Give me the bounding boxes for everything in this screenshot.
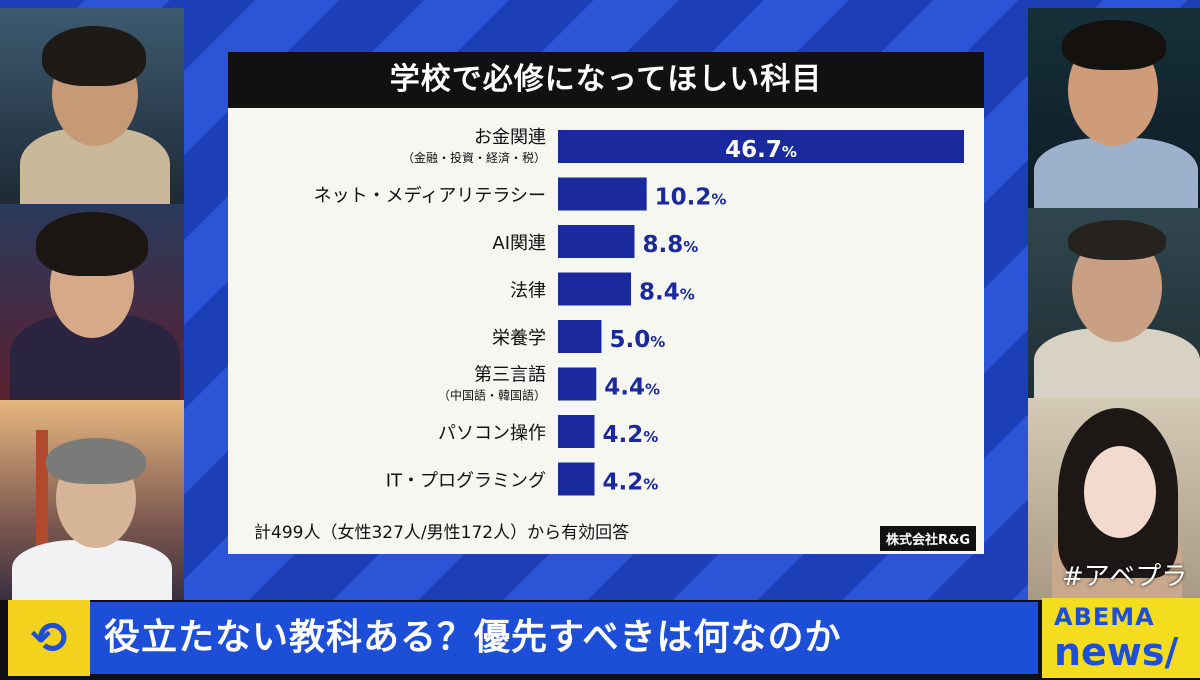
bar-1	[558, 130, 964, 163]
brand-logo: ABEMA news/	[1042, 598, 1200, 678]
bar-2	[558, 177, 647, 211]
hashtag-label: #アベプラ	[1062, 562, 1188, 592]
refresh-arrows-icon: ⟲	[8, 600, 90, 676]
value-unit-2: %	[711, 191, 726, 209]
bar-chart: お金関連（金融・投資・経済・税） 46.7%ネット・メディアリテラシー 10.2%A…	[314, 127, 964, 496]
category-label-3: AI関連	[492, 233, 546, 254]
value-unit-1: %	[782, 143, 797, 161]
value-unit-3: %	[683, 238, 698, 256]
value-unit-7: %	[643, 428, 658, 446]
value-unit-5: %	[650, 333, 665, 351]
chart-footnote: 計499人（女性327人/男性172人）から有効回答	[254, 523, 630, 543]
value-unit-4: %	[680, 286, 695, 304]
value-unit-8: %	[643, 476, 658, 494]
category-label-2: ネット・メディアリテラシー	[314, 186, 546, 207]
host-video-2	[1028, 208, 1200, 398]
category-label-1: お金関連	[474, 127, 546, 148]
category-label-5: 栄養学	[492, 328, 546, 349]
bar-4	[558, 272, 632, 306]
value-label-2: 10.2%	[655, 185, 727, 211]
category-label-6: 第三言語	[474, 365, 546, 386]
value-label-8: 4.2%	[603, 470, 659, 496]
category-label-4: 法律	[510, 281, 546, 302]
category-label-7: パソコン操作	[438, 423, 546, 444]
source-credit: 株式会社R&G	[879, 526, 976, 551]
value-label-5: 5.0%	[609, 327, 665, 353]
bar-6	[558, 367, 597, 401]
category-label-8: IT・プログラミング	[386, 471, 546, 492]
bar-7	[558, 415, 595, 448]
brand-line-2: news/	[1054, 630, 1179, 674]
host-video-3	[1028, 398, 1200, 600]
bar-8	[558, 462, 595, 496]
value-label-4: 8.4%	[639, 280, 695, 306]
category-sublabel-6: （中国語・韓国語）	[438, 388, 546, 403]
guest-video-2	[0, 204, 184, 400]
category-sublabel-1: （金融・投資・経済・税）	[402, 150, 546, 165]
value-label-6: 4.4%	[604, 375, 660, 401]
value-unit-6: %	[645, 381, 660, 399]
chart-card: 学校で必修になってほしい科目 お金関連 （金融・投資・経済・税） 46.7% ネット・…	[228, 52, 984, 554]
brand-line-1: ABEMA	[1054, 603, 1155, 631]
value-label-7: 4.2%	[603, 422, 659, 448]
chart-title: 学校で必修になってほしい科目	[228, 52, 984, 108]
guest-video-3	[0, 400, 184, 600]
guest-video-1	[0, 8, 184, 204]
headline-caption: 役立たない教科ある？優先すべきは何なのか	[90, 602, 1038, 674]
bar-3	[558, 225, 635, 258]
value-label-3: 8.8%	[643, 232, 699, 258]
bar-5	[558, 320, 602, 353]
host-video-1	[1028, 8, 1200, 208]
